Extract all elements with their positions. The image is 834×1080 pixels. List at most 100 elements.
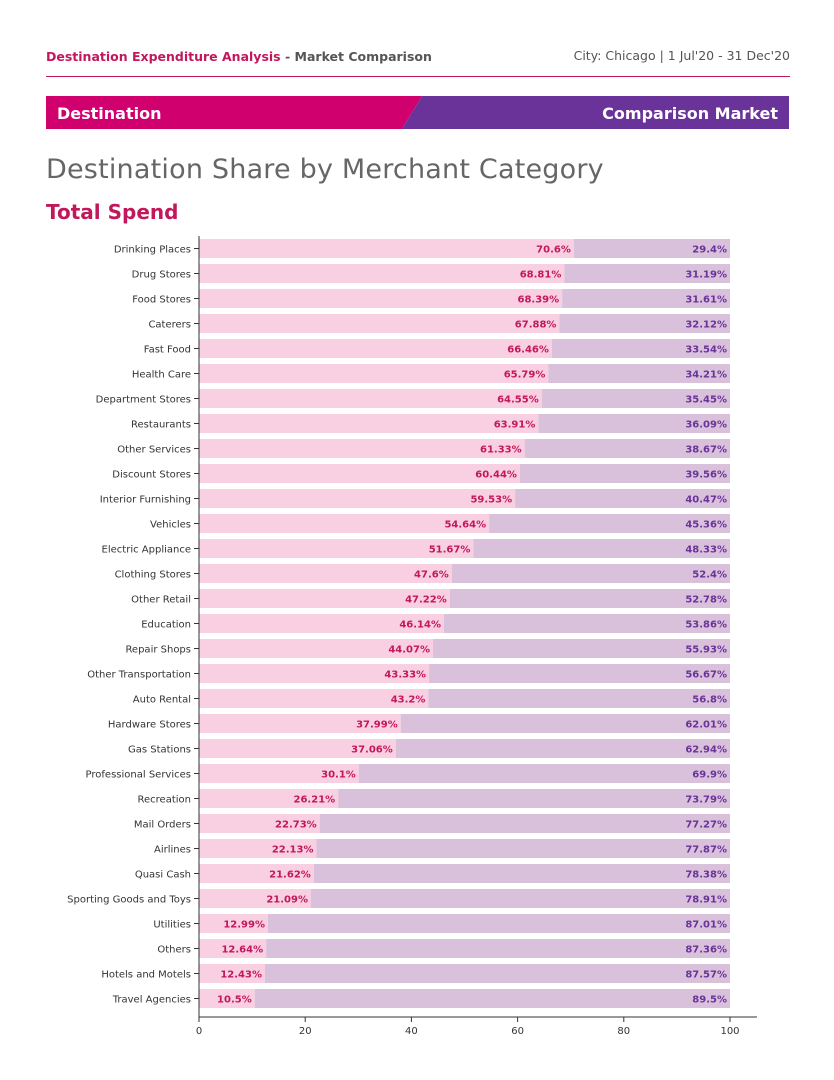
data-label-comparison: 31.61% [685,295,727,306]
data-label-destination: 46.14% [399,620,441,631]
bar-destination [199,739,396,758]
chart-subtitle: Total Spend [46,200,179,224]
bar-destination [199,264,565,283]
category-label: Utilities [153,920,191,931]
data-label-comparison: 62.01% [685,720,727,731]
category-label: Drug Stores [132,270,191,281]
bar-comparison [538,414,730,433]
bar-comparison [562,289,730,308]
bar-destination [199,764,359,783]
market-banner: Destination Comparison Market [46,96,789,129]
category-label: Repair Shops [125,645,191,656]
bar-destination [199,539,474,558]
bar-destination [199,964,266,983]
category-label: Airlines [154,845,191,856]
data-label-comparison: 45.36% [685,520,727,531]
data-label-destination: 67.88% [515,320,557,331]
bar-destination [199,589,450,608]
header-context: City: Chicago | 1 Jul'20 - 31 Dec'20 [573,48,790,63]
bar-destination [199,789,339,808]
bar-comparison [254,989,730,1008]
data-label-destination: 21.09% [266,895,308,906]
data-label-destination: 68.39% [517,295,559,306]
banner-comparison-label: Comparison Market [602,104,778,123]
category-label: Hotels and Motels [101,970,191,981]
data-label-destination: 43.2% [391,695,426,706]
category-label: Other Transportation [87,670,191,681]
category-label: Education [141,620,191,631]
bar-comparison [489,514,730,533]
data-label-destination: 64.55% [497,395,539,406]
bar-destination [199,239,574,258]
bar-comparison [313,864,730,883]
page-title: Destination Share by Merchant Category [46,154,604,185]
bar-destination [199,614,445,633]
bar-comparison [519,464,730,483]
data-label-destination: 22.73% [275,820,317,831]
data-label-destination: 59.53% [470,495,512,506]
banner-destination-label: Destination [57,104,162,123]
data-label-destination: 47.22% [405,595,447,606]
category-label: Recreation [138,795,191,806]
bar-comparison [338,789,730,808]
category-label: Gas Stations [128,745,191,756]
bar-destination [199,489,516,508]
data-label-comparison: 31.19% [685,270,727,281]
bar-comparison [395,739,730,758]
bar-destination [199,339,552,358]
x-tick-label: 80 [617,1026,630,1037]
banner-background [46,96,789,129]
data-label-comparison: 53.86% [685,620,727,631]
category-label: Department Stores [96,395,191,406]
data-label-comparison: 78.38% [685,870,727,881]
category-label: Auto Rental [133,695,191,706]
category-label: Health Care [132,370,191,381]
data-label-comparison: 56.8% [692,695,727,706]
header-title-sep: - [280,49,295,64]
category-label: Quasi Cash [135,870,191,881]
data-label-comparison: 33.54% [685,345,727,356]
data-label-destination: 10.5% [217,995,252,1006]
header-divider [46,76,790,77]
data-label-comparison: 77.87% [685,845,727,856]
data-label-comparison: 56.67% [685,670,727,681]
bar-destination [199,889,311,908]
data-label-comparison: 73.79% [685,795,727,806]
data-label-destination: 26.21% [294,795,336,806]
data-label-destination: 47.6% [414,570,449,581]
data-label-comparison: 35.45% [685,395,727,406]
category-label: Caterers [148,320,191,331]
data-label-comparison: 29.4% [692,245,727,256]
bar-destination [199,989,255,1008]
data-label-destination: 66.46% [507,345,549,356]
bar-destination [199,439,525,458]
category-label: Other Services [117,445,191,456]
bar-destination [199,314,560,333]
x-tick-label: 60 [511,1026,524,1037]
category-label: Restaurants [131,420,191,431]
data-label-comparison: 78.91% [685,895,727,906]
stacked-bar-chart: Drinking Places 70.6% 29.4% Drug Stores 68.8… [67,236,757,1037]
category-label: Mail Orders [134,820,191,831]
bar-comparison [449,589,730,608]
data-label-comparison: 40.47% [685,495,727,506]
bar-comparison [524,439,730,458]
data-label-destination: 60.44% [475,470,517,481]
bar-comparison [265,964,730,983]
x-tick-label: 40 [405,1026,418,1037]
data-label-destination: 37.99% [356,720,398,731]
bar-destination [199,464,520,483]
category-label: Electric Appliance [102,545,191,556]
bar-destination [199,689,429,708]
data-label-comparison: 52.4% [692,570,727,581]
bar-comparison [267,914,730,933]
data-label-comparison: 87.01% [685,920,727,931]
bar-destination [199,414,539,433]
bar-destination [199,639,434,658]
category-label: Sporting Goods and Toys [67,895,191,906]
bar-comparison [564,264,730,283]
data-label-comparison: 62.94% [685,745,727,756]
bar-destination [199,289,563,308]
x-tick-label: 0 [196,1026,202,1037]
data-label-comparison: 48.33% [685,545,727,556]
